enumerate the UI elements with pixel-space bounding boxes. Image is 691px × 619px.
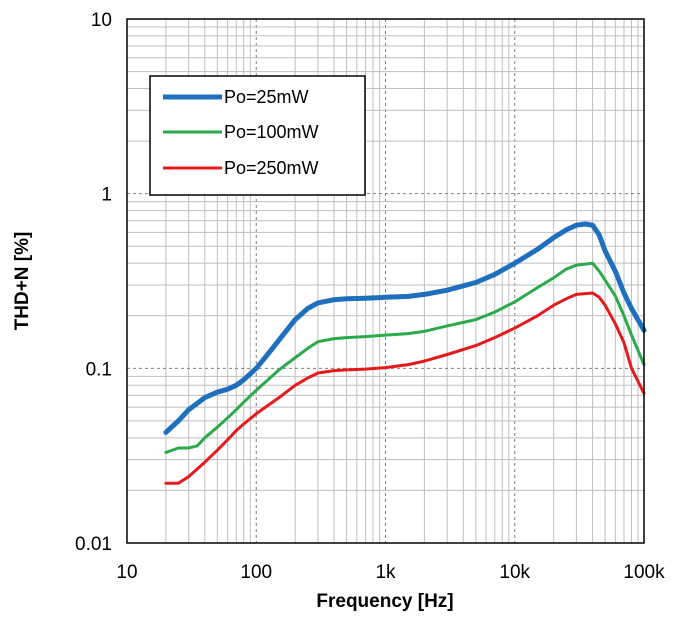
series-line-2	[164, 261, 646, 454]
y-tick-label: 0.01	[75, 534, 112, 555]
x-tick-label: 10	[116, 562, 137, 583]
y-tick-label: 1	[101, 185, 112, 206]
x-axis-title: Frequency [Hz]	[316, 591, 453, 612]
y-tick-label: 0.1	[86, 359, 112, 380]
legend-label-1: Po=25mW	[224, 87, 309, 107]
plot-frame	[126, 18, 645, 544]
tick-labels: 10 100 1k 10k 100k 0.01 0.1 1 10	[75, 10, 665, 583]
legend: Po=25mW Po=100mW Po=250mW	[149, 75, 366, 196]
y-axis-title: THD+N [%]	[12, 232, 33, 331]
legend-label-2: Po=100mW	[224, 122, 319, 142]
series-line-3	[164, 291, 646, 485]
series-line-1	[163, 221, 647, 435]
series-group	[163, 221, 647, 485]
y-tick-label: 10	[91, 10, 112, 31]
legend-label-3: Po=250mW	[224, 158, 319, 178]
x-tick-label: 10k	[499, 562, 530, 583]
x-tick-label: 100	[240, 562, 272, 583]
x-tick-label: 1k	[375, 562, 396, 583]
x-tick-label: 100k	[623, 562, 665, 583]
